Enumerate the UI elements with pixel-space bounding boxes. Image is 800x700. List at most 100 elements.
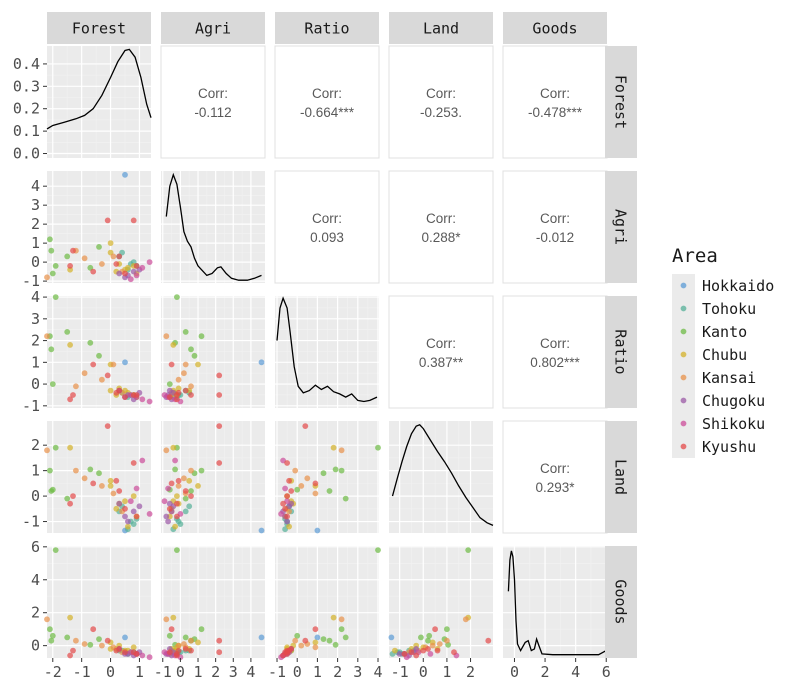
corr-value: 0.093: [310, 230, 344, 245]
y-tick-label: 0.2: [13, 100, 40, 118]
point-shikoku: [146, 654, 153, 661]
point-kyushu: [133, 263, 140, 269]
point-kanto: [87, 641, 94, 648]
legend-label: Tohoku: [702, 300, 756, 318]
legend: Area Hokkaido Tohoku Kanto Chubu Kansai Chugok…: [672, 245, 774, 458]
point-chubu: [122, 498, 128, 505]
panel-agri-agri: [161, 171, 265, 283]
point-chubu: [330, 444, 337, 451]
point-kyushu: [122, 649, 128, 656]
point-kansai: [181, 475, 187, 482]
point-hokkaido: [388, 634, 395, 641]
point-chubu: [107, 483, 114, 489]
point-kyushu: [284, 460, 290, 466]
point-kanto: [465, 547, 472, 553]
point-kansai: [436, 641, 443, 647]
point-chubu: [312, 639, 319, 646]
point-chubu: [330, 614, 337, 621]
point-kanto: [338, 467, 345, 474]
point-kyushu: [216, 392, 223, 398]
y-tick-label: 0.3: [13, 77, 40, 95]
point-chugoku: [165, 518, 172, 525]
legend-label: Chugoku: [702, 392, 765, 410]
x-tick-label: 2: [333, 663, 342, 681]
x-tick-label: 4: [246, 663, 255, 681]
point-shikoku: [127, 498, 134, 505]
x-tick-label: 2: [211, 663, 220, 681]
point-kansai: [73, 383, 79, 390]
point-kanto: [48, 247, 55, 254]
point-kyushu: [133, 651, 140, 657]
point-chugoku: [396, 651, 403, 657]
panel-ratio-goods: Corr: 0.802***: [502, 295, 608, 409]
point-kyushu: [288, 488, 295, 494]
point-kanto: [326, 637, 333, 644]
point-kansai: [298, 483, 305, 489]
point-kyushu: [67, 396, 73, 403]
point-kyushu: [425, 646, 431, 652]
density-curve-ratio: [276, 296, 378, 403]
corr-value: -0.253.: [420, 105, 462, 120]
point-shikoku: [133, 272, 140, 279]
point-hokkaido: [314, 634, 321, 641]
point-kanto: [166, 381, 173, 387]
point-kyushu: [174, 500, 180, 507]
y-axis-forest: 0.0 0.1 0.2 0.3 0.4: [13, 55, 47, 163]
point-kansai: [81, 475, 88, 482]
point-kyushu: [188, 647, 194, 654]
point-kyushu: [188, 392, 194, 398]
point-chubu: [195, 639, 201, 646]
point-kansai: [429, 642, 436, 649]
point-kansai: [188, 383, 194, 390]
point-kyushu: [70, 647, 76, 654]
point-kansai: [188, 467, 194, 474]
x-tick-label: 0: [176, 663, 185, 681]
point-kyushu: [122, 270, 128, 277]
point-chugoku: [122, 513, 128, 520]
legend-entry-shikoku: Shikoku: [672, 412, 765, 435]
point-kanto: [198, 333, 205, 340]
point-kansai: [304, 475, 311, 482]
corr-value: -0.012: [536, 230, 574, 245]
point-kyushu: [312, 480, 319, 487]
x-tick-label: 2: [466, 663, 475, 681]
point-kanto: [49, 632, 56, 639]
point-kanto: [47, 626, 53, 633]
point-kanto: [375, 547, 381, 553]
point-kyushu: [432, 626, 438, 633]
point-kyushu: [286, 477, 292, 484]
legend-entry-kansai: Kansai: [672, 366, 756, 389]
point-kanto: [64, 495, 71, 502]
legend-key-icon: [680, 328, 687, 335]
point-kansai: [110, 490, 117, 497]
panel-forest-ratio: Corr: -0.664***: [274, 45, 380, 159]
point-kyushu: [113, 647, 120, 654]
point-kyushu: [113, 261, 120, 267]
x-tick-label: 1: [442, 663, 451, 681]
x-tick-label: 4: [373, 663, 382, 681]
point-kyushu: [166, 394, 173, 400]
corr-label: Corr:: [426, 86, 456, 101]
strip-label: Ratio: [304, 20, 349, 38]
x-axis-land: -1 0 1 2: [391, 658, 475, 681]
strip-label: Agri: [195, 20, 231, 38]
point-kyushu: [174, 513, 180, 520]
point-kanto: [338, 626, 345, 633]
point-shikoku: [161, 392, 168, 398]
legend-key-icon: [680, 443, 687, 450]
point-kansai: [81, 641, 88, 647]
point-kansai: [110, 361, 117, 368]
point-kanto: [425, 637, 431, 644]
point-kyushu: [104, 372, 111, 379]
point-kanto: [444, 626, 450, 633]
legend-label: Kyushu: [702, 438, 756, 456]
legend-label: Chubu: [702, 346, 747, 364]
point-kanto: [166, 632, 173, 639]
y-axis-ratio: -1 0 1 2 3 4: [22, 288, 47, 415]
point-kanto: [52, 444, 59, 451]
point-kyushu: [451, 649, 457, 656]
point-kyushu: [67, 652, 73, 659]
point-kyushu: [286, 647, 292, 654]
